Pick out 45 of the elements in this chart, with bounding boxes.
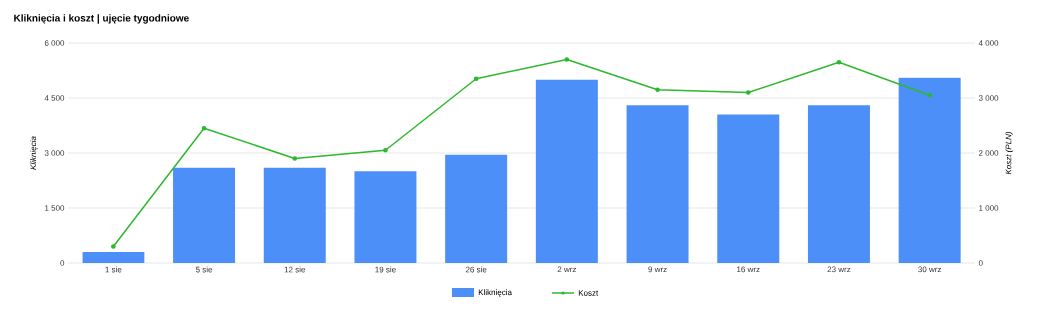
point [201, 125, 207, 131]
x-tick-label: 23 wrz [827, 266, 851, 273]
y2-tick-label: 3 000 [978, 95, 999, 101]
point [655, 87, 660, 93]
bar [263, 167, 326, 263]
x-tick-label: 12 sie [284, 266, 306, 273]
bar [626, 105, 689, 263]
y-tick-label: 0 [60, 260, 65, 266]
bar [82, 252, 145, 263]
point [111, 244, 116, 249]
y2-tick-label: 0 [978, 260, 983, 266]
x-tick-label: 16 wrz [737, 266, 760, 273]
y2-axis-title: Koszt (PLN) [1005, 131, 1013, 175]
point [292, 156, 298, 161]
x-tick-label: 19 sie [375, 266, 396, 273]
bar [535, 79, 598, 263]
bar [807, 105, 870, 263]
bar [445, 154, 508, 263]
x-tick-label: 26 sie [465, 266, 487, 273]
bar [354, 171, 417, 263]
point [383, 147, 388, 153]
x-tick-label: 2 wrz [557, 266, 577, 273]
point [836, 59, 842, 65]
bar [898, 77, 961, 263]
chart-title: Kliknięcia i koszt | ujęcie tygodniowe [14, 14, 189, 24]
y-tick-label: 3 000 [44, 150, 65, 156]
point [745, 90, 751, 95]
bar [173, 167, 236, 263]
x-tick-label: 1 sie [105, 266, 122, 273]
y2-tick-label: 2 000 [978, 150, 999, 156]
x-tick-label: 30 wrz [918, 266, 942, 273]
y-tick-label: 4 500 [44, 95, 65, 101]
x-tick-label: 9 wrz [648, 266, 667, 273]
bar [717, 114, 780, 263]
point [473, 76, 479, 82]
x-tick-label: 5 sie [195, 266, 213, 273]
y2-tick-label: 1 000 [979, 205, 999, 211]
legend-label: Koszt [578, 290, 599, 296]
y-tick-label: 1 500 [45, 205, 65, 211]
point [564, 57, 570, 62]
legend-label: Kliknięcia [478, 289, 512, 297]
point [927, 92, 933, 98]
y-axis-title: Kliknięcia [30, 136, 38, 170]
y-tick-label: 6 000 [44, 40, 65, 46]
y2-tick-label: 4 000 [978, 40, 999, 46]
